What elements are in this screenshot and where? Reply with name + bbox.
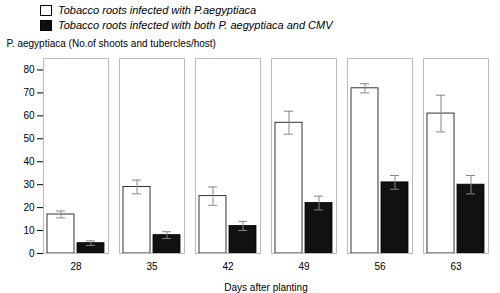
svg-text:20: 20: [23, 202, 35, 213]
html-text:Tobacco roots infected with bo: Tobacco roots infected with both P. aegy…: [58, 19, 333, 31]
svg-text:56: 56: [374, 261, 386, 272]
svg-text:49: 49: [298, 261, 310, 272]
svg-text:70: 70: [23, 87, 35, 98]
svg-text:60: 60: [23, 110, 35, 121]
svg-text:P. aegyptiaca (No.of shoots an: P. aegyptiaca (No.of shoots and tubercle…: [7, 38, 216, 49]
svg-text:28: 28: [70, 261, 82, 272]
svg-text:80: 80: [23, 64, 35, 75]
html-text:Tobacco roots infected with P.: Tobacco roots infected with P.aegyptiaca: [58, 4, 257, 16]
svg-text:42: 42: [222, 261, 234, 272]
svg-text:50: 50: [23, 133, 35, 144]
svg-text:10: 10: [23, 225, 35, 236]
svg-text:0: 0: [29, 248, 35, 259]
svg-text:35: 35: [146, 261, 158, 272]
svg-text:30: 30: [23, 179, 35, 190]
svg-text:40: 40: [23, 156, 35, 167]
svg-text:Days after planting: Days after planting: [224, 282, 307, 293]
svg-text:63: 63: [450, 261, 462, 272]
